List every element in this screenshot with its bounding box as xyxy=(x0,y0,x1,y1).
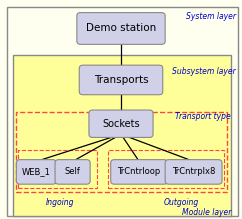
Bar xyxy=(16,112,227,192)
Text: Module layer: Module layer xyxy=(182,208,231,217)
FancyBboxPatch shape xyxy=(77,13,165,44)
Text: System layer: System layer xyxy=(186,12,236,21)
Text: Demo station: Demo station xyxy=(86,23,156,34)
FancyBboxPatch shape xyxy=(55,160,90,184)
Text: Ingoing: Ingoing xyxy=(45,198,74,207)
Text: Transport type: Transport type xyxy=(175,112,231,121)
Text: TrCntrplx8: TrCntrplx8 xyxy=(172,167,215,177)
Text: Sockets: Sockets xyxy=(102,119,140,129)
FancyBboxPatch shape xyxy=(79,65,163,95)
Text: Outgoing: Outgoing xyxy=(163,198,198,207)
Bar xyxy=(18,150,97,188)
Text: Self: Self xyxy=(65,167,81,177)
Bar xyxy=(108,150,224,188)
FancyBboxPatch shape xyxy=(16,160,56,184)
Text: TrCntrloop: TrCntrloop xyxy=(118,167,161,177)
Bar xyxy=(13,55,231,216)
FancyBboxPatch shape xyxy=(89,110,153,138)
FancyBboxPatch shape xyxy=(111,160,167,184)
FancyBboxPatch shape xyxy=(165,160,222,184)
Text: Subsystem layer: Subsystem layer xyxy=(172,67,236,76)
Text: WEB_1: WEB_1 xyxy=(22,167,51,177)
Text: Transports: Transports xyxy=(94,75,148,85)
